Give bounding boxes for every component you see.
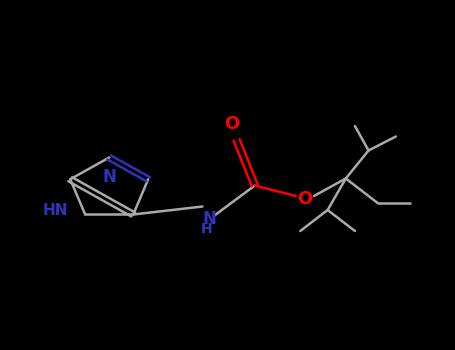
Text: H: H — [201, 222, 213, 236]
Text: O: O — [224, 115, 240, 133]
Text: O: O — [297, 190, 313, 209]
Text: HN: HN — [43, 203, 68, 218]
Text: N: N — [202, 210, 216, 228]
Text: N: N — [102, 168, 116, 186]
